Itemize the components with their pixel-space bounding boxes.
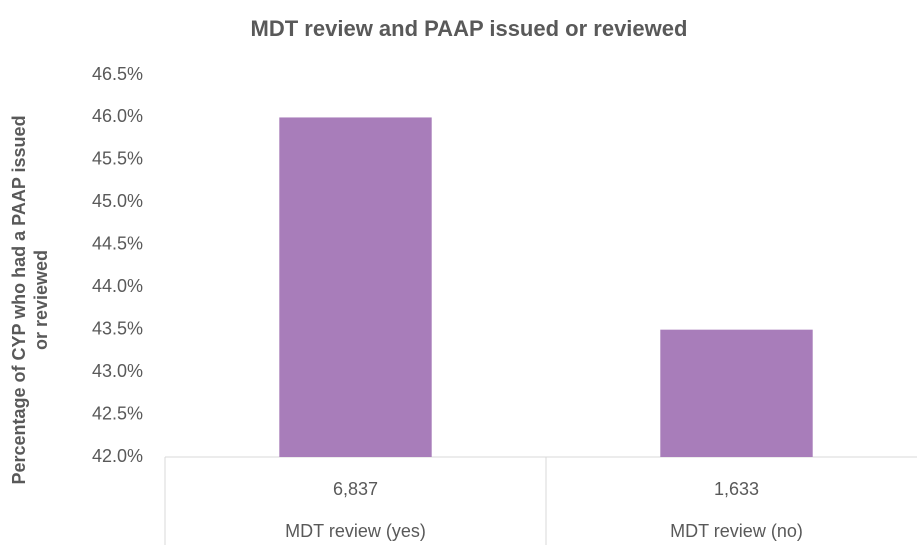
y-tick-label: 44.5% bbox=[92, 234, 143, 254]
y-tick-label: 46.5% bbox=[92, 64, 143, 84]
x-tick-sublabel: 6,837 bbox=[333, 479, 378, 499]
x-tick-label: MDT review (no) bbox=[670, 521, 803, 541]
y-tick-label: 46.0% bbox=[92, 106, 143, 126]
bar bbox=[660, 329, 813, 457]
y-tick-label: 43.0% bbox=[92, 361, 143, 381]
x-tick-sublabel: 1,633 bbox=[714, 479, 759, 499]
y-tick-label: 43.5% bbox=[92, 318, 143, 338]
y-axis-label-line: Percentage of CYP who had a PAAP issued bbox=[9, 115, 29, 484]
y-tick-label: 45.0% bbox=[92, 191, 143, 211]
bar bbox=[279, 117, 432, 457]
y-tick-label: 45.5% bbox=[92, 149, 143, 169]
y-tick-label: 44.0% bbox=[92, 276, 143, 296]
y-tick-label: 42.0% bbox=[92, 446, 143, 466]
y-tick-label: 42.5% bbox=[92, 403, 143, 423]
y-axis-label: Percentage of CYP who had a PAAP issued … bbox=[9, 115, 51, 484]
chart-title: MDT review and PAAP issued or reviewed bbox=[251, 16, 688, 41]
x-tick-label: MDT review (yes) bbox=[285, 521, 426, 541]
y-axis-label-line: or reviewed bbox=[31, 250, 51, 350]
